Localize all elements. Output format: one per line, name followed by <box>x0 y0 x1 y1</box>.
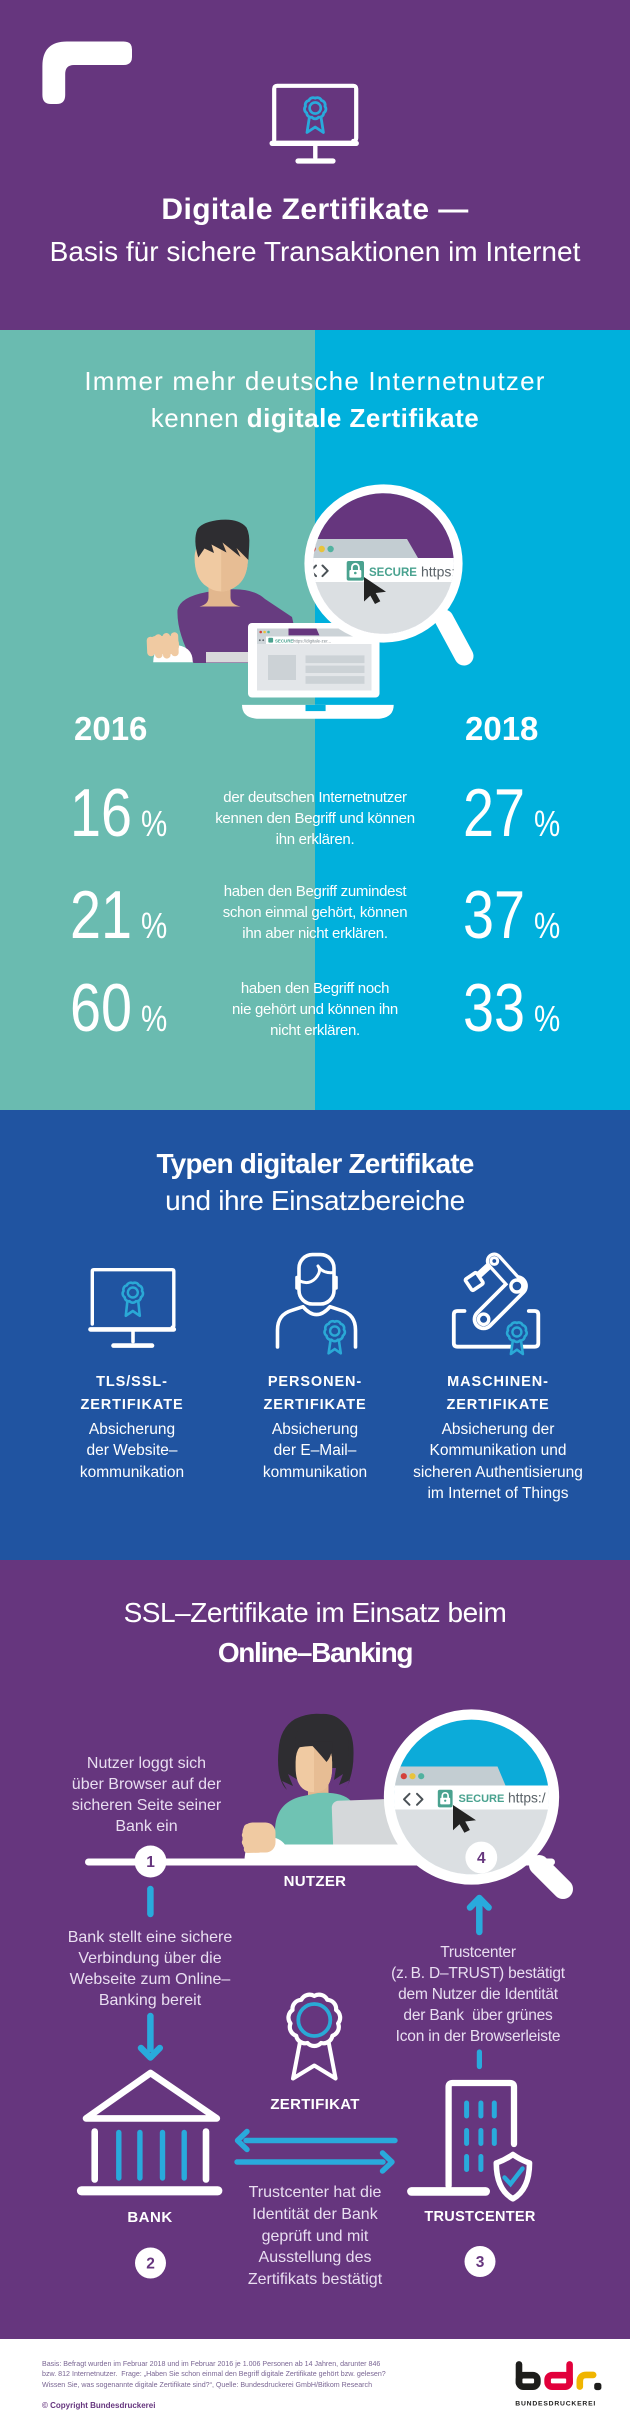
svg-text:https:/: https:/ <box>508 1790 546 1805</box>
svg-text:BUNDESDRUCKEREI: BUNDESDRUCKEREI <box>515 2401 596 2408</box>
svg-text:SECURE: SECURE <box>369 567 417 579</box>
svg-text:SECURE: SECURE <box>275 638 293 643</box>
svg-text:1: 1 <box>146 1854 155 1871</box>
svg-text:3: 3 <box>476 2254 485 2271</box>
svg-text:SECURE: SECURE <box>459 1793 505 1805</box>
svg-text:4: 4 <box>477 1850 486 1867</box>
svg-text:2: 2 <box>146 2256 155 2273</box>
svg-text:https://digitale-zer...: https://digitale-zer... <box>293 638 331 643</box>
svg-text:https:/: https:/ <box>421 564 459 580</box>
